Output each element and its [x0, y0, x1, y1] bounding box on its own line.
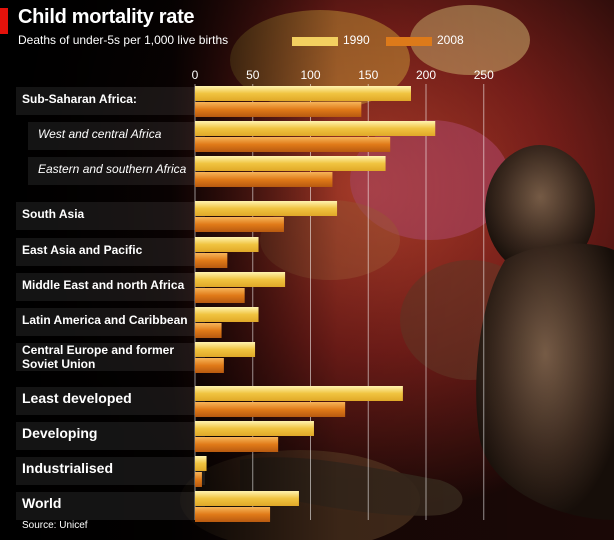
- category-row-band: [16, 387, 205, 415]
- legend-label-2008: 2008: [437, 33, 464, 47]
- bar-1990: [195, 386, 403, 401]
- category-label: Eastern and southern Africa: [38, 162, 187, 176]
- category-label: Middle East and north Africa: [22, 278, 185, 292]
- bar-1990: [195, 121, 436, 136]
- bar-2008: [195, 217, 284, 232]
- x-tick-label: 200: [416, 68, 436, 82]
- category-row-band: [28, 157, 205, 185]
- bar-1990: [195, 201, 338, 216]
- category-label: Least developed: [22, 390, 132, 406]
- chart-title: Child mortality rate: [18, 6, 195, 28]
- category-row-band: [16, 422, 205, 450]
- category-label: South Asia: [22, 207, 85, 221]
- bar-1990: [195, 491, 299, 506]
- bar-1990: [195, 307, 259, 322]
- bar-2008: [195, 507, 271, 522]
- x-tick-label: 100: [300, 68, 320, 82]
- category-row-band: [16, 343, 205, 371]
- bar-1990: [195, 156, 386, 171]
- bar-2008: [195, 137, 391, 152]
- category-label: Industrialised: [22, 460, 113, 476]
- bar-2008: [195, 253, 228, 268]
- bar-1990: [195, 456, 207, 471]
- category-row-band: [16, 238, 205, 266]
- bar-1990: [195, 272, 286, 287]
- x-tick-label: 250: [474, 68, 494, 82]
- x-tick-label: 0: [192, 68, 199, 82]
- category-row-band: [16, 273, 205, 301]
- title-accent-block: [0, 8, 8, 34]
- bar-1990: [195, 86, 411, 101]
- bar-2008: [195, 288, 245, 303]
- category-label: Central Europe and former Soviet Union: [22, 343, 174, 371]
- category-row-band: [16, 87, 205, 115]
- category-row-band: [16, 202, 205, 230]
- category-label: East Asia and Pacific: [22, 243, 143, 257]
- legend-swatch-2008: [386, 37, 432, 46]
- bar-2008: [195, 323, 222, 338]
- source-note: Source: Unicef: [22, 520, 88, 531]
- x-tick-label: 50: [246, 68, 260, 82]
- category-label: Developing: [22, 425, 97, 441]
- bar-2008: [195, 437, 279, 452]
- category-label: World: [22, 495, 61, 511]
- bar-1990: [195, 342, 256, 357]
- bar-1990: [195, 237, 259, 252]
- bar-2008: [195, 358, 224, 373]
- chart-subtitle: Deaths of under-5s per 1,000 live births: [18, 33, 229, 47]
- legend-label-1990: 1990: [343, 33, 370, 47]
- legend-swatch-1990: [292, 37, 338, 46]
- x-tick-label: 150: [358, 68, 378, 82]
- bar-1990: [195, 421, 314, 436]
- bar-2008: [195, 172, 333, 187]
- bar-2008: [195, 472, 202, 487]
- category-row-band: [16, 457, 205, 485]
- category-row-band: [16, 492, 205, 520]
- category-row-band: [28, 122, 205, 150]
- bar-2008: [195, 102, 362, 117]
- category-label: Sub-Saharan Africa:: [22, 92, 137, 106]
- bar-2008: [195, 402, 346, 417]
- category-row-band: [16, 308, 205, 336]
- category-label: West and central Africa: [38, 127, 162, 141]
- category-label: Latin America and Caribbean: [22, 313, 188, 327]
